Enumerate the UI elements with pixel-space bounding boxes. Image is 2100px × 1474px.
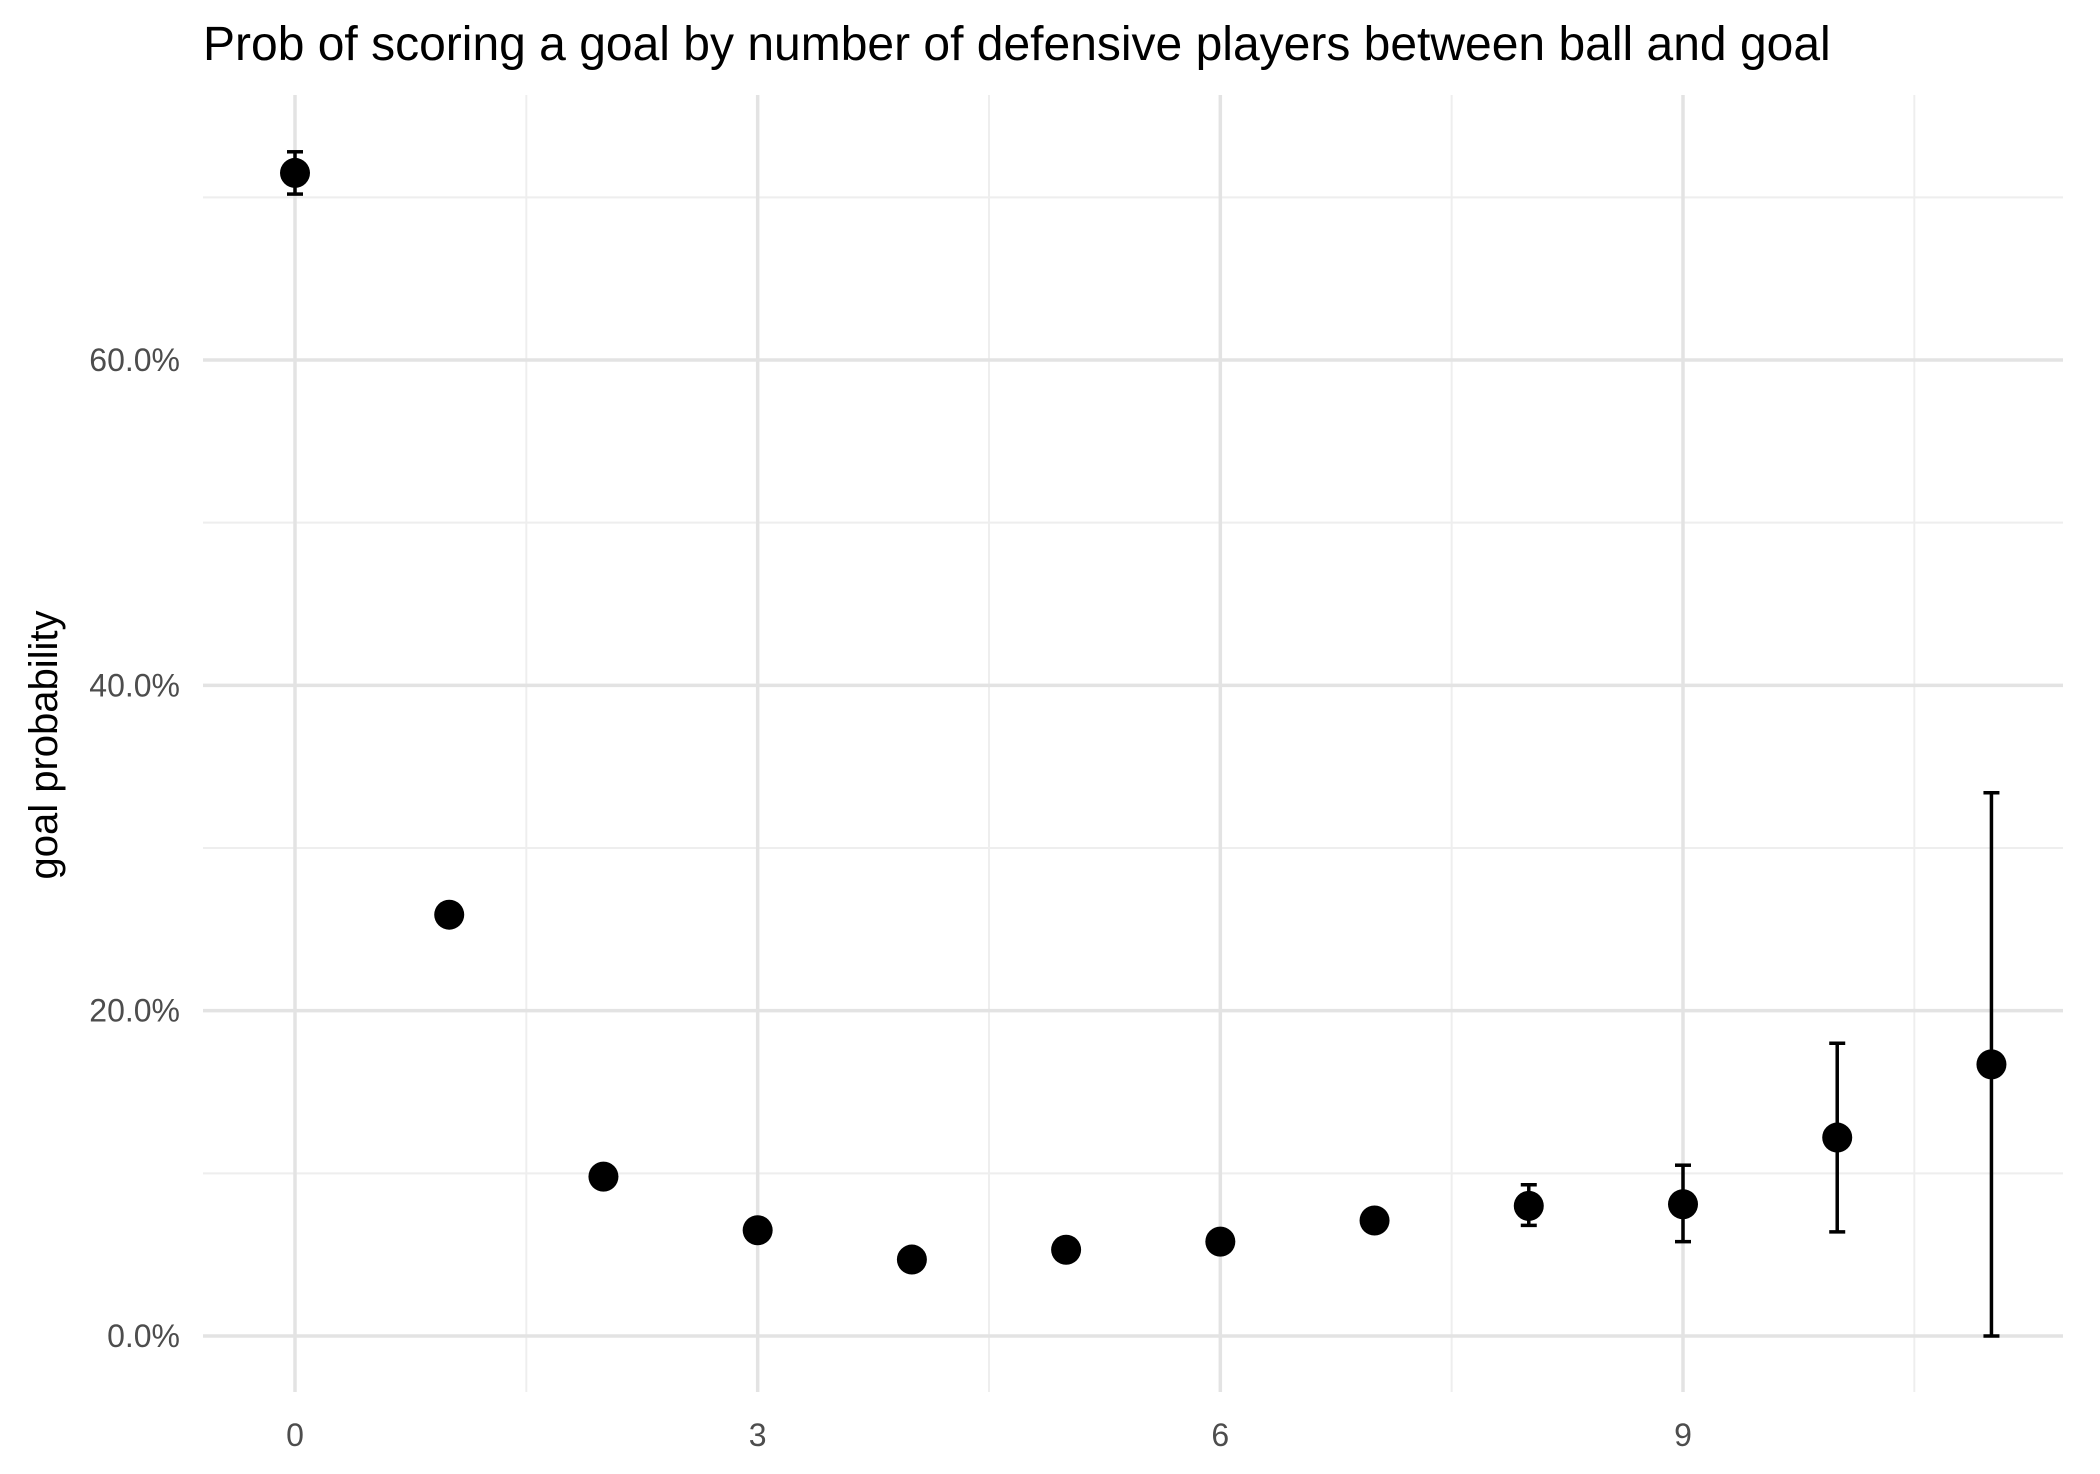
y-tick-label: 0.0%	[107, 1318, 180, 1354]
data-point	[1976, 1049, 2007, 1080]
data-point	[1822, 1122, 1853, 1153]
data-point	[588, 1161, 619, 1192]
data-points	[280, 157, 2007, 1275]
y-tick-label: 60.0%	[89, 342, 180, 378]
tick-labels: 0.0% 20.0% 40.0% 60.0% 0 3 6 9	[89, 342, 1692, 1453]
chart-title: Prob of scoring a goal by number of defe…	[203, 18, 1831, 71]
data-point	[1359, 1205, 1390, 1236]
y-tick-label: 20.0%	[89, 993, 180, 1029]
x-tick-label: 3	[749, 1417, 767, 1453]
y-axis-label: goal probability	[22, 610, 66, 879]
data-point	[1205, 1226, 1236, 1257]
x-tick-label: 0	[286, 1417, 304, 1453]
data-point	[896, 1244, 927, 1275]
x-tick-label: 6	[1211, 1417, 1229, 1453]
gridlines	[203, 95, 2063, 1392]
data-point	[1668, 1189, 1698, 1220]
data-point	[1513, 1190, 1544, 1221]
data-point	[434, 899, 465, 930]
data-point	[742, 1215, 773, 1246]
x-tick-label: 9	[1674, 1417, 1692, 1453]
y-tick-label: 40.0%	[89, 667, 180, 703]
data-point	[1051, 1234, 1082, 1265]
data-point	[280, 157, 310, 188]
